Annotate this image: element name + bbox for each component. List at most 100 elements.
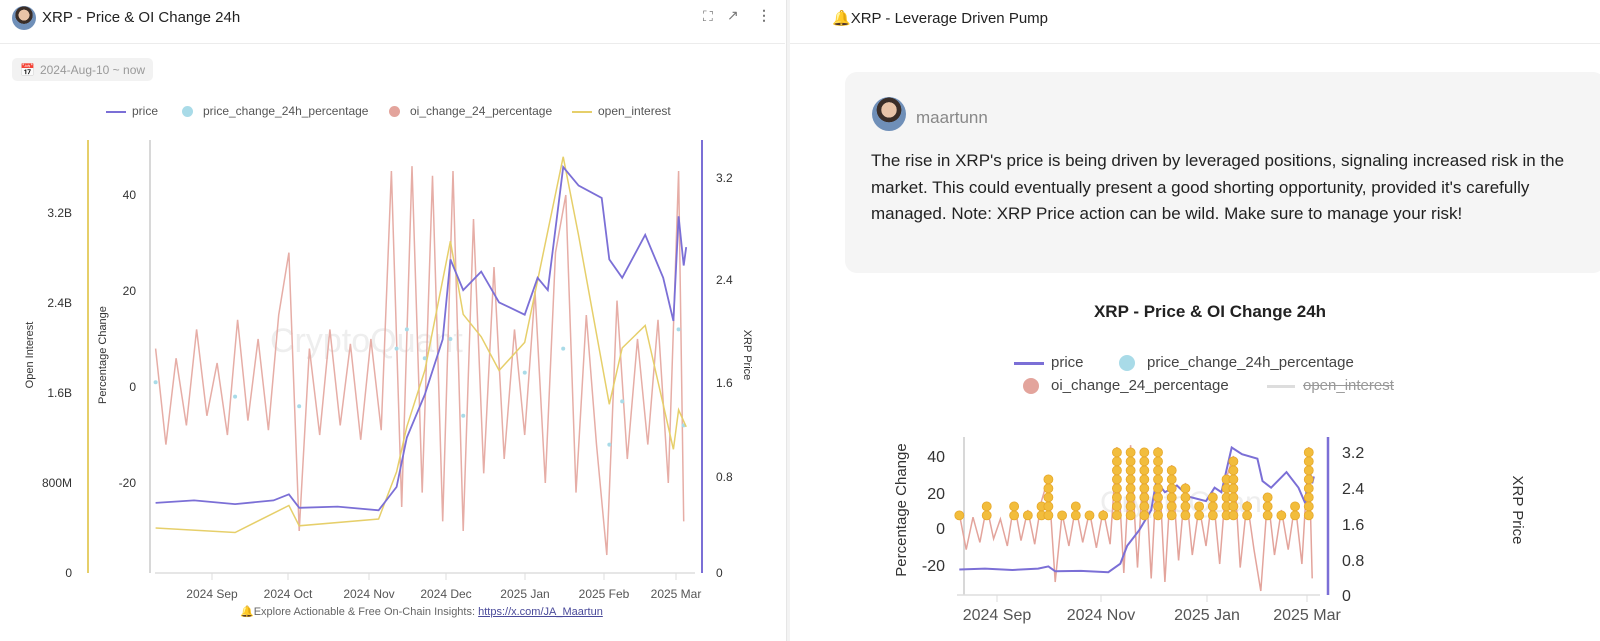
watermark: CryptoQuant (270, 322, 463, 360)
y-tick-percentage: 40 (123, 188, 137, 202)
highlight-point (981, 510, 992, 521)
y-tick-price: 1.6 (1342, 517, 1364, 534)
calendar-icon: 📅 (20, 62, 35, 77)
highlight-point (1125, 510, 1136, 521)
date-range-label: 2024-Aug-10 ~ now (39, 62, 146, 77)
price-change-point (522, 370, 527, 375)
right-panel-header: 🔔XRP - Leverage Driven Pump (790, 0, 1600, 44)
x-tick-label: 2025 Mar (651, 587, 702, 601)
highlight-point (1166, 483, 1177, 494)
y-tick-percentage: 0 (129, 380, 136, 394)
highlight-point (1043, 474, 1054, 485)
avatar (12, 6, 36, 30)
external-link-icon[interactable]: ↗ (727, 7, 739, 23)
highlight-point (1228, 474, 1239, 485)
y-axis-title-right: XRP Price (1509, 476, 1526, 545)
footer-text: Explore Actionable & Free On-Chain Insig… (253, 606, 479, 618)
legend-item-price[interactable]: price (106, 104, 158, 118)
y-axis-title-left: Percentage Change (893, 443, 910, 576)
legend-label: open_interest (598, 104, 671, 118)
price-change-point (404, 327, 409, 332)
legend-label: price_change_24h_percentage (203, 104, 369, 118)
highlight-point (1153, 492, 1163, 503)
legend-item-open-interest[interactable]: open_interest (572, 104, 671, 118)
highlight-point (1139, 483, 1150, 494)
highlight-point (1139, 492, 1150, 503)
highlight-point (1153, 501, 1163, 512)
highlight-point (1022, 510, 1033, 521)
highlight-point (1303, 501, 1314, 512)
y-tick-price: 0.8 (1342, 553, 1364, 570)
highlight-point (1228, 456, 1239, 467)
y-tick-open-interest: 1.6B (47, 386, 72, 400)
legend-item-oi-change[interactable]: oi_change_24_percentage (1023, 377, 1229, 395)
highlight-point (1112, 492, 1122, 503)
highlight-point (1228, 510, 1239, 521)
legend-label: open_interest (1303, 377, 1394, 394)
highlight-point (1043, 501, 1054, 512)
highlight-point (1139, 510, 1150, 521)
insight-title-text: XRP - Leverage Driven Pump (850, 10, 1049, 27)
highlight-point (1180, 510, 1191, 521)
highlight-point (1262, 501, 1273, 512)
highlight-point (1262, 510, 1273, 521)
highlight-point (1009, 501, 1020, 512)
legend-item-price-change[interactable]: price_change_24h_percentage (182, 104, 368, 118)
legend-item-price[interactable]: price (1014, 354, 1084, 371)
legend-label: oi_change_24_percentage (410, 104, 553, 118)
highlight-point (1228, 501, 1239, 512)
y-tick-price: 3.2 (1342, 445, 1364, 462)
highlight-point (1112, 483, 1122, 494)
highlight-point (1112, 447, 1122, 458)
price-change-point (448, 337, 453, 341)
highlight-point (1207, 501, 1218, 512)
highlight-point (1112, 510, 1122, 521)
y-tick-percentage: 20 (927, 486, 945, 503)
highlight-point (1303, 510, 1314, 521)
highlight-point (1166, 474, 1177, 485)
highlight-point (1139, 447, 1150, 458)
y-tick-open-interest: 3.2B (47, 206, 72, 220)
footer-link[interactable]: https://x.com/JA_Maartun (478, 606, 603, 618)
highlight-point (1228, 465, 1239, 476)
x-tick-label: 2024 Sep (186, 587, 238, 601)
highlight-point (1242, 501, 1252, 512)
highlight-point (1153, 465, 1163, 476)
highlight-point (1043, 483, 1054, 494)
highlight-point (1276, 510, 1287, 521)
legend-item-open-interest-hidden[interactable]: open_interest (1267, 377, 1394, 394)
x-tick-label: 2024 Nov (343, 587, 394, 601)
highlight-point (1070, 501, 1081, 512)
legend-item-price-change[interactable]: price_change_24h_percentage (1119, 354, 1354, 372)
legend-label: oi_change_24_percentage (1051, 377, 1229, 394)
left-panel-header: XRP - Price & OI Change 24h ⛶ ↗ ⋮ (0, 0, 785, 44)
chart-title: XRP - Price & OI Change 24h (1093, 302, 1327, 321)
highlight-point (1125, 501, 1136, 512)
highlight-point (1207, 492, 1218, 503)
highlight-point (1180, 492, 1191, 503)
price-change-point (461, 413, 466, 418)
comment-card (845, 72, 1600, 273)
highlight-point (1125, 465, 1136, 476)
y-tick-price: 0 (1342, 588, 1351, 605)
legend-item-oi-change[interactable]: oi_change_24_percentage (389, 104, 552, 118)
highlight-point (1112, 501, 1122, 512)
price-change-point (422, 356, 427, 361)
highlight-point (1303, 465, 1314, 476)
price-change-point (607, 442, 612, 447)
x-tick-label: 2025 Jan (500, 587, 549, 601)
highlight-point (1112, 456, 1122, 467)
x-tick-label: 2024 Nov (1067, 607, 1136, 624)
highlight-point (1180, 483, 1191, 494)
fullscreen-icon[interactable]: ⛶ (703, 8, 713, 24)
x-tick-label: 2025 Jan (1174, 607, 1240, 624)
more-vertical-icon[interactable]: ⋮ (757, 7, 771, 23)
highlight-point (1139, 456, 1150, 467)
author-avatar (872, 97, 906, 131)
oi-change-line (154, 166, 685, 556)
y-tick-percentage: -20 (119, 476, 137, 490)
highlight-point (1166, 510, 1177, 521)
date-range-picker[interactable]: 📅 2024-Aug-10 ~ now (12, 58, 153, 81)
highlight-point (1303, 492, 1314, 503)
